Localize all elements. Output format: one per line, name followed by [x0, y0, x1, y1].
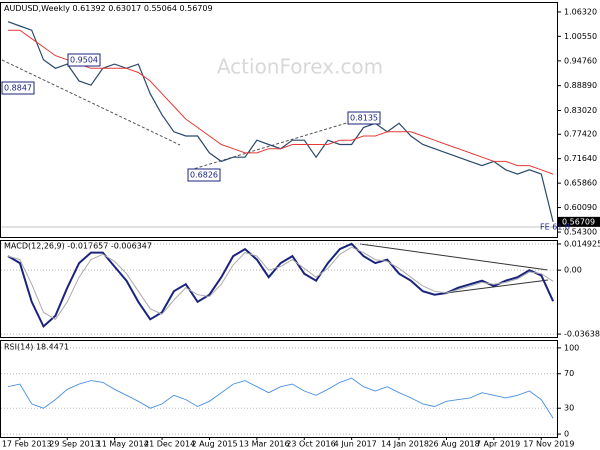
rsi-header: RSI(14) 18.4471: [4, 343, 69, 352]
y-tick-label: 0.54300: [564, 228, 597, 237]
series-line: [7, 246, 554, 320]
price-header: AUDUSD,Weekly 0.61392 0.63017 0.55064 0.…: [4, 4, 213, 13]
annotation: 0.6826: [190, 171, 218, 180]
x-tick-label: 4 Jun 2017: [334, 440, 377, 449]
series-line: [7, 242, 555, 329]
x-tick-label: 21 Dec 2014: [144, 440, 195, 449]
price-frame: [0, 2, 558, 238]
annotation: 0.9504: [70, 56, 98, 65]
y-tick-label: 1.06320: [564, 7, 597, 16]
series-line: [7, 377, 554, 419]
macd-trendline: [437, 279, 549, 295]
x-tick-label: 13 Mar 2016: [239, 440, 290, 449]
y-tick-label: 0.94760: [564, 56, 597, 65]
rsi-frame: [0, 340, 558, 438]
y-tick-label: 0: [564, 430, 569, 439]
x-tick-label: 29 Sep 2013: [49, 440, 100, 449]
x-tick-label: 14 Jan 2018: [381, 440, 429, 449]
trendline: [1, 59, 181, 146]
x-tick-label: 2 Aug 2015: [191, 440, 237, 449]
macd-frame: [0, 240, 558, 338]
annotation-box: [1, 81, 35, 95]
y-tick-label: 30: [564, 404, 574, 413]
y-tick-label: 1.00550: [564, 32, 597, 41]
x-tick-label: 11 May 2014: [97, 440, 149, 449]
annotation: FE 61.8: [540, 223, 570, 232]
annotation-box: [67, 53, 101, 67]
x-tick-label: 7 Apr 2019: [476, 440, 520, 449]
y-tick-label: -0.036389: [564, 330, 600, 339]
x-tick-label: 23 Oct 2016: [286, 440, 335, 449]
trendline: [189, 121, 351, 171]
annotation-box: [187, 168, 221, 182]
series-line: [7, 21, 554, 223]
x-tick-label: 17 Feb 2013: [2, 440, 52, 449]
macd-trendline: [359, 243, 549, 271]
macd-header: MACD(12,26,9) -0.017657 -0.006347: [4, 242, 152, 251]
y-tick-label: 100: [564, 343, 579, 352]
y-tick-label: 0.83020: [564, 106, 597, 115]
y-tick-label: 0.014925: [564, 239, 600, 248]
annotation: 0.8135: [350, 114, 378, 123]
annotation-box: [347, 111, 381, 125]
y-tick-label: 0.00: [564, 266, 582, 275]
y-tick-label: 0.60090: [564, 203, 597, 212]
series-line: [8, 29, 554, 175]
y-tick-label: 0.77420: [564, 130, 597, 139]
y-tick-label: 70: [564, 369, 574, 378]
last-price-box: [558, 216, 600, 227]
y-tick-label: 0.88890: [564, 81, 597, 90]
watermark: ActionForex.com: [217, 55, 383, 79]
x-tick-label: 26 Aug 2018: [428, 440, 479, 449]
x-tick-label: 17 Nov 2019: [523, 440, 574, 449]
annotation: 0.8847: [4, 84, 32, 93]
last-price: 0.56709: [562, 217, 595, 226]
y-tick-label: 0.65860: [564, 179, 597, 188]
y-tick-label: 0.71640: [564, 154, 597, 163]
